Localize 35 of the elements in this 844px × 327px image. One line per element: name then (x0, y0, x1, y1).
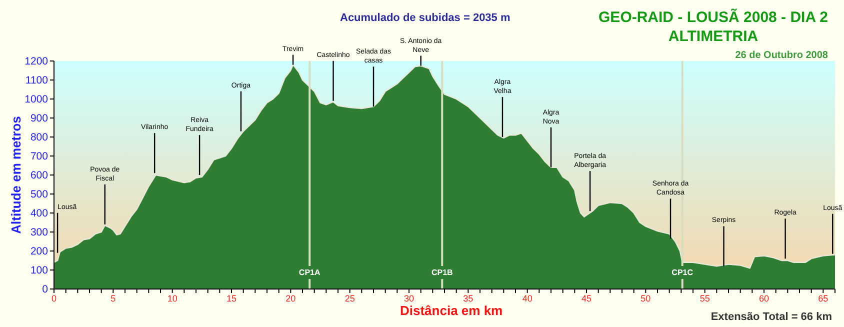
y-tick-label: 600 (30, 170, 48, 182)
text: Extensão Total = 66 km (710, 311, 832, 323)
x-tick-label: 25 (344, 293, 355, 304)
x-tick-label: 65 (818, 293, 828, 304)
y-tick-label: 300 (30, 226, 48, 239)
y-axis-title: Altitude em metros (8, 116, 24, 234)
y-tick-label: 900 (30, 112, 48, 125)
ref-line-label: CP1A (298, 268, 320, 277)
x-tick-label: 10 (167, 293, 178, 304)
chart-title: GEO-RAID - LOUSÃ 2008 - DIA 2 ALTIMETRIA (598, 8, 828, 46)
x-tick-label: 30 (404, 293, 414, 304)
ref-line-label: CP1C (672, 268, 694, 277)
x-tick-label: 20 (286, 293, 296, 304)
y-tick-label: 100 (30, 264, 48, 277)
x-tick-label: 15 (226, 293, 237, 304)
x-tick-label: 55 (700, 293, 710, 304)
x-axis-title: Distância em km (400, 303, 503, 318)
y-tick-label: 400 (30, 208, 48, 220)
text: Acumulado de subidas = 2035 m (340, 12, 510, 24)
x-tick-label: 40 (522, 293, 532, 304)
y-tick-label: 500 (30, 188, 48, 201)
x-tick-label: 0 (51, 293, 57, 304)
y-tick-label: 1100 (25, 74, 48, 87)
x-tick-label: 50 (640, 293, 651, 304)
x-tick-label: 60 (758, 293, 770, 304)
y-tick-label: 1200 (24, 56, 48, 68)
x-tick-label: 5 (110, 293, 116, 304)
y-tick-label: 1000 (24, 94, 48, 106)
y-tick-label: 700 (30, 150, 48, 163)
chart-subtitle: 26 de Outubro 2008 (735, 50, 828, 61)
x-tick-label: 45 (581, 293, 592, 304)
ref-line-label: CP1B (431, 268, 454, 277)
y-tick-label: 200 (30, 246, 48, 258)
x-tick-label: 35 (463, 293, 474, 304)
y-tick-label: 800 (30, 132, 48, 144)
